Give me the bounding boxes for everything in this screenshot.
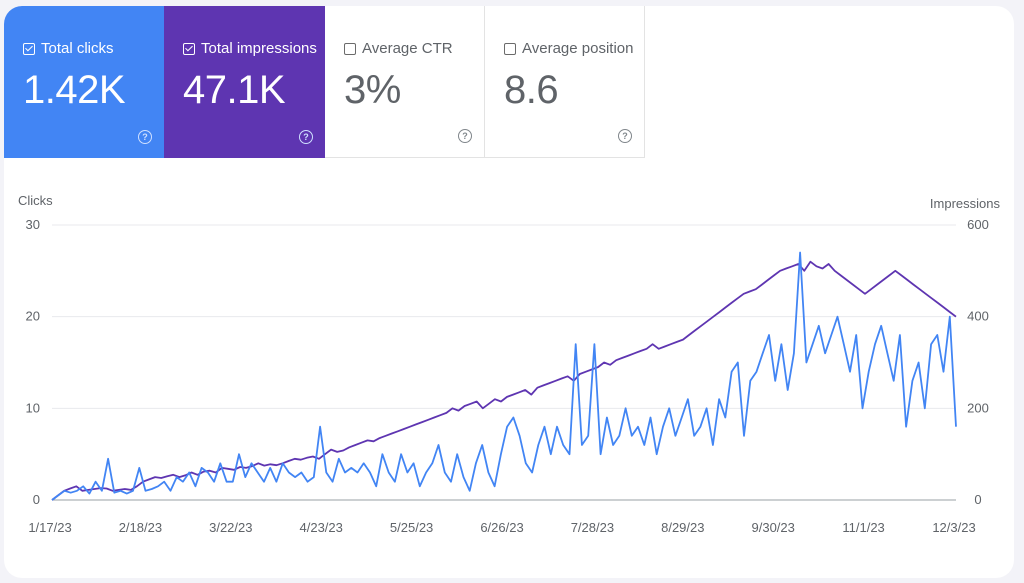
- x-tick-label: 5/25/23: [390, 520, 433, 535]
- left-tick-label: 30: [26, 217, 40, 232]
- help-icon[interactable]: ?: [299, 130, 313, 144]
- help-icon[interactable]: ?: [618, 129, 632, 143]
- metric-value: 3%: [344, 68, 401, 112]
- right-tick-label: 400: [967, 309, 989, 324]
- chart-grid: [52, 224, 956, 501]
- performance-panel: Total clicks 1.42K ? Total impressions 4…: [4, 6, 1014, 578]
- x-tick-label: 3/22/23: [209, 520, 252, 535]
- series-line-clicks: [51, 251, 957, 501]
- x-tick-label: 9/30/23: [752, 520, 795, 535]
- right-tick-label: 200: [967, 400, 989, 415]
- help-icon[interactable]: ?: [458, 129, 472, 143]
- metric-card-total-clicks[interactable]: Total clicks 1.42K ?: [4, 6, 164, 158]
- x-tick-label: 2/18/23: [119, 520, 162, 535]
- metric-card-total-impressions[interactable]: Total impressions 47.1K ?: [164, 6, 325, 158]
- x-tick-label: 7/28/23: [571, 520, 614, 535]
- chart-series: [51, 251, 957, 501]
- x-tick-label: 8/29/23: [661, 520, 704, 535]
- x-tick-label: 4/23/23: [300, 520, 343, 535]
- series-line-impressions: [51, 260, 957, 501]
- metric-label: Total clicks: [41, 40, 114, 57]
- metric-label: Average CTR: [362, 40, 453, 57]
- left-axis-label: Clicks: [18, 193, 53, 208]
- left-tick-label: 0: [33, 492, 40, 507]
- left-tick-label: 20: [26, 309, 40, 324]
- checkbox-checked-icon[interactable]: [183, 42, 195, 55]
- x-tick-label: 1/17/23: [28, 520, 71, 535]
- x-tick-label: 11/1/23: [842, 520, 884, 535]
- right-tick-label: 600: [967, 217, 989, 232]
- metric-header: Average CTR: [344, 40, 484, 57]
- metric-label: Total impressions: [201, 40, 317, 57]
- metric-header: Average position: [504, 40, 644, 57]
- help-icon[interactable]: ?: [138, 130, 152, 144]
- metric-value: 1.42K: [23, 68, 126, 112]
- metric-value: 47.1K: [183, 68, 286, 112]
- metric-card-average-ctr[interactable]: Average CTR 3% ?: [325, 6, 485, 158]
- right-tick-label: 0: [974, 492, 981, 507]
- metric-header: Total impressions: [183, 40, 325, 57]
- metric-label: Average position: [522, 40, 634, 57]
- checkbox-checked-icon[interactable]: [23, 42, 35, 55]
- checkbox-unchecked-icon[interactable]: [344, 42, 356, 55]
- metric-card-average-position[interactable]: Average position 8.6 ?: [485, 6, 645, 158]
- right-axis-ticks: 0 200 400 600: [967, 217, 989, 507]
- performance-chart[interactable]: Clicks Impressions 0 10 20 30 0 200 400 600 1/…: [4, 6, 1014, 578]
- left-axis-ticks: 0 10 20 30: [26, 217, 40, 507]
- left-tick-label: 10: [26, 400, 40, 415]
- x-axis-ticks: 1/17/23 2/18/23 3/22/23 4/23/23 5/25/23 6/26/…: [28, 520, 975, 535]
- metric-header: Total clicks: [23, 40, 164, 57]
- x-tick-label: 12/3/23: [932, 520, 975, 535]
- checkbox-unchecked-icon[interactable]: [504, 42, 516, 55]
- metric-value: 8.6: [504, 68, 559, 112]
- x-tick-label: 6/26/23: [480, 520, 523, 535]
- right-axis-label: Impressions: [930, 196, 1001, 211]
